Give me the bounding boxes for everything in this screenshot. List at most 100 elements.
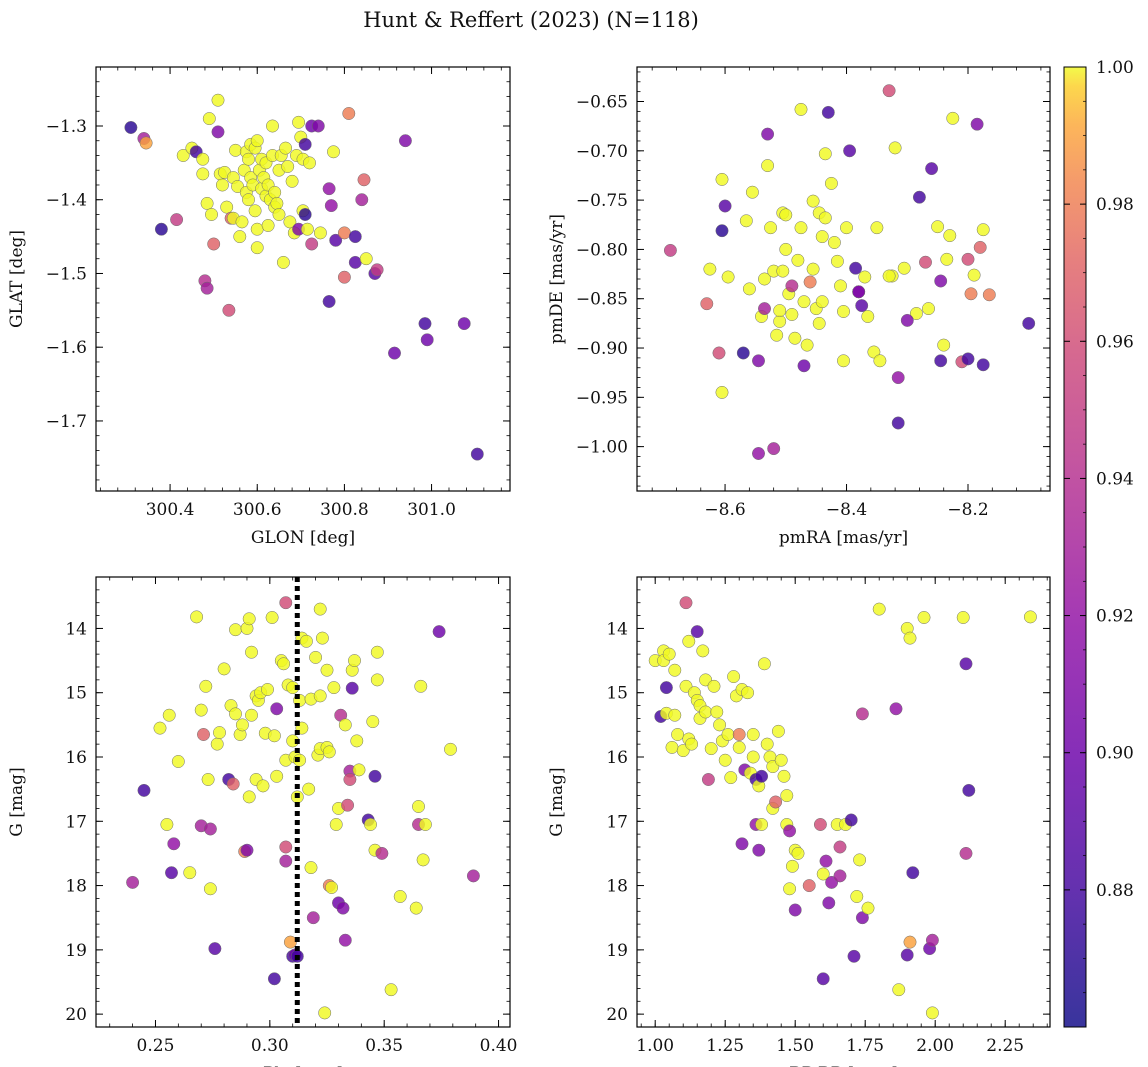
data-point	[785, 859, 799, 873]
data-point	[279, 141, 293, 155]
colorbar: 0.88 0.90 0.92 0.94 0.96 0.98 1.00	[1063, 58, 1134, 1028]
data-point	[229, 623, 242, 637]
x-tick-label: 1.00	[636, 1036, 674, 1056]
data-point	[760, 737, 774, 751]
data-point	[659, 681, 673, 695]
data-point	[712, 346, 726, 360]
data-point	[783, 824, 797, 838]
data-point	[201, 773, 215, 786]
data-point	[852, 285, 866, 299]
data-point	[736, 346, 750, 360]
x-tick-label: 0.30	[251, 1036, 289, 1056]
data-point	[320, 663, 334, 677]
data-point	[370, 673, 384, 687]
data-point	[261, 683, 274, 696]
data-point	[982, 288, 996, 302]
data-point	[668, 708, 682, 722]
y-tick-label: −0.85	[576, 290, 628, 310]
data-point	[298, 208, 312, 221]
data-point	[250, 222, 264, 236]
data-point	[233, 230, 247, 244]
y-tick-label: −0.70	[576, 142, 628, 162]
data-point	[270, 702, 284, 716]
data-point	[752, 843, 766, 857]
data-point	[348, 654, 361, 668]
x-tick-label: −8.6	[704, 500, 745, 520]
data-point	[368, 769, 382, 783]
data-point	[803, 275, 817, 289]
data-point	[788, 903, 802, 917]
y-tick-label: 18	[606, 877, 628, 897]
x-axis-label: Plx [mas]	[263, 1064, 343, 1067]
colorbar-tick-label: 0.96	[1096, 332, 1134, 352]
data-point	[934, 274, 948, 288]
data-point	[900, 948, 914, 962]
data-point	[124, 121, 138, 134]
y-tick-label: −0.95	[576, 388, 628, 408]
data-point	[210, 737, 224, 751]
data-point	[337, 270, 351, 284]
data-point	[882, 269, 896, 283]
data-point	[970, 117, 984, 131]
data-point	[870, 221, 884, 235]
data-point	[812, 316, 826, 330]
data-point	[285, 174, 299, 188]
x-tick-label: 0.40	[480, 1036, 518, 1056]
data-point	[794, 221, 808, 235]
data-point	[934, 354, 948, 368]
data-point	[153, 721, 167, 735]
data-point	[338, 718, 352, 732]
data-point	[785, 308, 799, 321]
data-point	[215, 178, 229, 192]
data-point	[261, 219, 275, 232]
data-point	[211, 93, 225, 107]
x-tick-label: 1.50	[776, 1036, 814, 1056]
data-point	[742, 282, 756, 296]
data-point	[196, 167, 210, 181]
data-point	[806, 262, 820, 276]
data-point	[800, 338, 814, 352]
data-point	[196, 152, 210, 166]
data-point	[745, 185, 759, 199]
data-point	[797, 359, 811, 373]
y-tick-label: −1.7	[46, 412, 87, 432]
data-point	[739, 214, 753, 228]
data-point	[837, 305, 850, 318]
data-point	[322, 182, 336, 196]
y-tick-label: 16	[606, 748, 628, 768]
data-point	[777, 769, 791, 783]
data-point	[176, 149, 190, 162]
data-point	[752, 447, 765, 460]
data-point	[348, 255, 362, 269]
data-point	[861, 901, 875, 915]
y-tick-label: 15	[606, 684, 628, 704]
data-points	[126, 596, 480, 1020]
data-point	[327, 145, 340, 159]
data-point	[767, 442, 781, 456]
axes-frame	[95, 576, 511, 1028]
panel-pmra-pmde: −8.6 −8.4 −8.2 −0.65 −0.70 −0.75 −0.80 −0.85 −0.…	[547, 66, 1051, 548]
data-point	[844, 813, 858, 827]
data-point	[281, 160, 295, 173]
data-point	[794, 102, 808, 116]
y-tick-label: −1.5	[46, 264, 87, 284]
data-point	[222, 303, 236, 317]
data-point	[267, 729, 281, 743]
data-point	[352, 763, 366, 777]
data-point	[242, 612, 256, 626]
data-point	[242, 193, 255, 207]
data-point	[816, 972, 830, 986]
x-tick-label: 2.00	[916, 1036, 954, 1056]
data-point	[849, 261, 863, 275]
data-point	[304, 861, 318, 875]
data-point	[322, 295, 336, 308]
data-point	[366, 715, 380, 729]
data-point	[833, 840, 847, 854]
data-point	[973, 240, 987, 254]
data-point	[370, 645, 384, 659]
data-point	[208, 942, 222, 956]
data-point	[976, 223, 990, 237]
data-point	[964, 287, 978, 301]
data-point	[682, 634, 696, 648]
data-point	[822, 896, 836, 910]
